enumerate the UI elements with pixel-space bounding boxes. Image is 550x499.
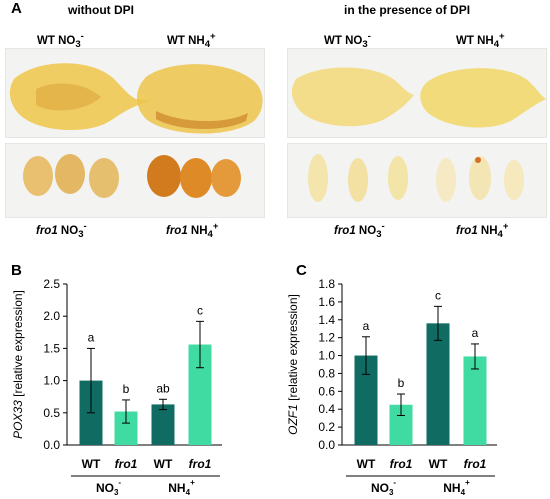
ozf1-ytick-label: 0.6 — [318, 384, 335, 398]
pox33-ytick-label: 2.5 — [43, 277, 60, 291]
ozf1-bar — [463, 356, 487, 445]
pox33-category-label: WT — [154, 457, 173, 471]
pox33-significance-letter: c — [197, 303, 203, 317]
leaf-image-wt-with-dpi — [291, 67, 546, 128]
label-fro1-nitrate-1: fro1 NO3- — [36, 221, 87, 241]
photo-wt-no-dpi — [5, 48, 265, 138]
ozf1-significance-letter: a — [363, 319, 370, 333]
pox33-bar — [151, 404, 175, 445]
ozf1-category-label: WT — [429, 457, 448, 471]
header-with-dpi: in the presence of DPI — [344, 3, 471, 17]
header-without-dpi: without DPI — [68, 3, 134, 17]
pox33-bar — [114, 411, 138, 445]
ozf1-group-label: NH4+ — [443, 478, 470, 497]
panel-b-label: B — [11, 262, 22, 279]
leaf-image-wt-no-dpi — [9, 63, 263, 134]
pox33-significance-letter: b — [123, 382, 130, 396]
label-wt-nitrate-1: WT NO3- — [37, 31, 84, 51]
label-wt-ammonium-2: WT NH4+ — [456, 31, 505, 51]
pox33-category-label: fro1 — [189, 457, 212, 471]
pox33-ytick-label: 0.0 — [43, 438, 60, 452]
ozf1-ytick-label: 1.0 — [318, 349, 335, 363]
ozf1-bar — [389, 404, 413, 445]
pox33-ytick-label: 1.0 — [43, 374, 60, 388]
pox33-ytick-label: 2.0 — [43, 309, 60, 323]
ozf1-significance-letter: c — [435, 288, 441, 302]
pox33-ytick-label: 0.5 — [43, 406, 60, 420]
ozf1-significance-letter: a — [472, 326, 479, 340]
leaf-image-fro1-no-dpi — [23, 154, 241, 198]
ozf1-ytick-label: 0.4 — [318, 402, 335, 416]
ozf1-ytick-label: 1.4 — [318, 313, 335, 327]
ozf1-ytick-label: 0.0 — [318, 438, 335, 452]
ozf1-significance-letter: b — [398, 376, 405, 390]
label-fro1-ammonium-2: fro1 NH4+ — [456, 221, 509, 241]
chart-ozf1: 0.0 0.2 0.4 0.6 0.8 1.0 1.2 1.4 1.6 1.8 OZF1 [rela… — [286, 277, 497, 497]
pox33-ytick-label: 1.5 — [43, 341, 60, 355]
ozf1-category-label: fro1 — [390, 457, 413, 471]
pox33-bar — [188, 344, 212, 445]
ozf1-ytick-label: 0.8 — [318, 366, 335, 380]
ozf1-y-axis-label: OZF1 [relative expression] — [286, 294, 300, 435]
chart-pox33: 0.0 0.5 1.0 1.5 2.0 2.5 POX33 [relative expres… — [11, 277, 222, 497]
ozf1-ytick-label: 0.2 — [318, 420, 335, 434]
pox33-group-label: NO3- — [96, 478, 121, 497]
ozf1-bar — [354, 355, 378, 445]
photo-fro1-with-dpi — [287, 143, 547, 218]
ozf1-ytick-label: 1.2 — [318, 331, 335, 345]
pox33-significance-letter: ab — [156, 381, 170, 395]
label-wt-ammonium-1: WT NH4+ — [167, 31, 216, 51]
label-wt-nitrate-2: WT NO3- — [324, 31, 371, 51]
ozf1-category-label: fro1 — [464, 457, 487, 471]
label-fro1-nitrate-2: fro1 NO3- — [334, 221, 385, 241]
photo-wt-with-dpi — [287, 48, 547, 138]
leaf-image-fro1-with-dpi — [308, 154, 524, 202]
label-fro1-ammonium-1: fro1 NH4+ — [166, 221, 219, 241]
ozf1-ytick-label: 1.6 — [318, 295, 335, 309]
pox33-category-label: WT — [82, 457, 101, 471]
pox33-category-label: fro1 — [115, 457, 138, 471]
panel-a-label: A — [11, 0, 22, 17]
ozf1-group-label: NO3- — [371, 478, 396, 497]
pox33-significance-letter: a — [88, 330, 95, 344]
pox33-group-label: NH4+ — [168, 478, 195, 497]
photo-fro1-no-dpi — [5, 143, 265, 218]
ozf1-ytick-label: 1.8 — [318, 277, 335, 291]
ozf1-bar — [426, 323, 450, 445]
pox33-y-axis-label: POX33 [relative expression] — [11, 290, 25, 439]
panel-c-label: C — [296, 262, 307, 279]
ozf1-category-label: WT — [357, 457, 376, 471]
